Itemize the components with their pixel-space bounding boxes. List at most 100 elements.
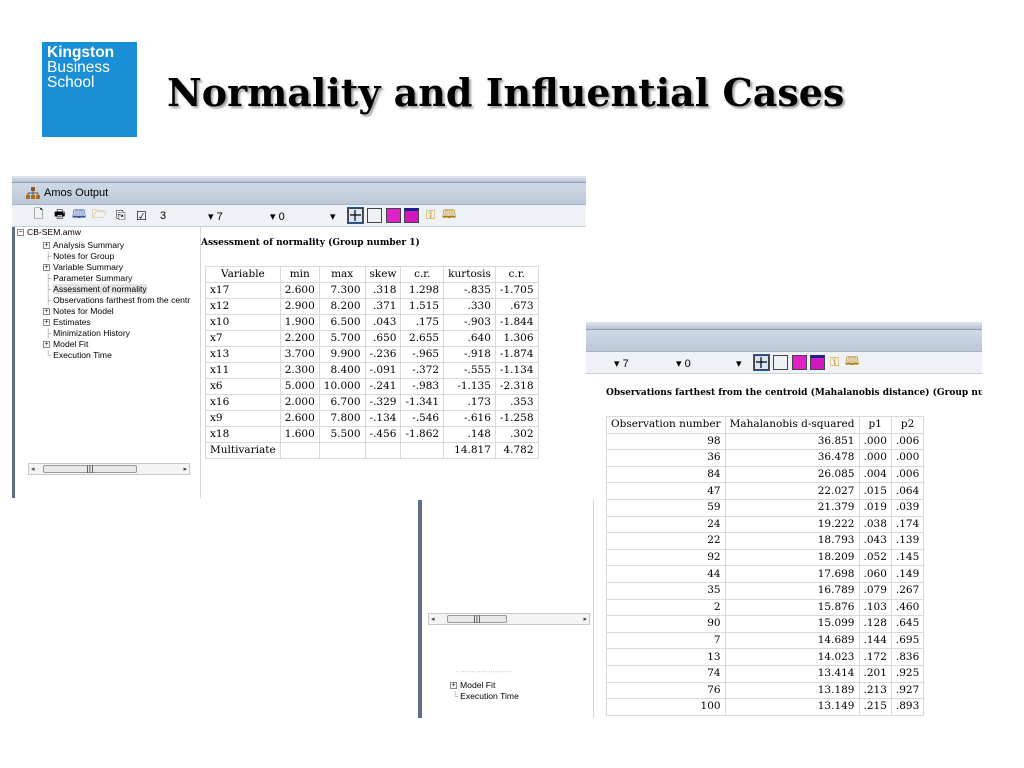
magenta-box-dark-icon[interactable] <box>810 355 825 370</box>
group-combo[interactable]: ▾ 7 <box>208 211 223 223</box>
options-icon[interactable]: ☑ <box>136 208 147 223</box>
amos-output-window: Amos Output 🗋 🖶 🕮 🗁 ⎘ ☑ 3 ▾ 7 ▾ 0 ▾ ⚿ 🕮 … <box>12 176 586 498</box>
tree-item-cut: ˙ ˙˙˙˙˙˙˙˙˙˙˙˙˙˙˙˙˙˙˙˙˙˙ <box>456 672 512 679</box>
collapse-icon[interactable]: − <box>17 229 24 236</box>
table-cell: .175 <box>400 314 445 331</box>
book-help-icon[interactable]: 🕮 <box>845 354 860 368</box>
open-folder-icon[interactable]: 🗁 <box>92 207 107 221</box>
print-icon[interactable]: 🖶 <box>54 207 66 221</box>
tree-item-parameter-summary[interactable]: ├ Parameter Summary <box>45 273 133 283</box>
tree-item-model-fit[interactable]: + Model Fit <box>43 339 88 350</box>
table-cell: 1.900 <box>279 314 320 331</box>
tree-item-minimization-history[interactable]: ├ Minimization History <box>45 328 130 338</box>
table-cell: 7 <box>606 631 726 650</box>
table-cell: .015 <box>858 482 892 500</box>
tree-item-assessment-of-normality[interactable]: ├ Assessment of normality <box>45 284 147 294</box>
table-cell: 2.000 <box>279 394 320 411</box>
scroll-left-icon[interactable]: ◂ <box>431 615 435 623</box>
table-cell: .004 <box>858 465 892 484</box>
table-cell: 3.700 <box>279 346 320 363</box>
tree-horizontal-scrollbar[interactable]: ◂ ||| ▸ <box>28 463 190 475</box>
table-cell: .267 <box>890 581 925 600</box>
tree-item-execution-time[interactable]: └ Execution Time <box>452 691 519 701</box>
tree-item-label: Notes for Group <box>53 251 115 261</box>
group-combo[interactable]: ▾ 7 <box>614 358 629 370</box>
tree-item-analysis-summary[interactable]: + Analysis Summary <box>43 240 124 251</box>
table-row: 22 18.793.043.139 <box>606 532 925 550</box>
help-icon[interactable]: ⚿ <box>830 355 840 369</box>
scroll-thumb[interactable]: ||| <box>447 615 507 623</box>
table-cell: .079 <box>858 581 892 600</box>
box-icon[interactable] <box>367 208 382 223</box>
table-cell: .174 <box>890 515 925 534</box>
table-cell: .836 <box>890 648 925 666</box>
expand-icon[interactable]: + <box>450 682 457 689</box>
table-row: x10 1.900 6.500.043.175 -.903 -1.844 <box>205 314 539 331</box>
table-cell: 90 <box>606 615 726 633</box>
table-cell: .052 <box>858 548 892 567</box>
tree-item-model-fit[interactable]: + Model Fit <box>450 680 495 691</box>
normality-table: Variable min max skew c.r. kurtosis c.r. x17 2.… <box>205 266 539 459</box>
tree-item-label: Variable Summary <box>53 262 124 272</box>
column-header: p1 <box>858 416 892 434</box>
table-cell: 1.306 <box>494 330 539 347</box>
scroll-right-icon[interactable]: ▸ <box>583 615 587 623</box>
table-cell: 15.876 <box>724 598 860 617</box>
table-cell: x10 <box>205 314 281 331</box>
expand-icon[interactable]: + <box>43 264 50 271</box>
table-cell: 13.414 <box>724 664 860 683</box>
window-left-rail <box>418 500 422 718</box>
expand-icon[interactable]: + <box>43 242 50 249</box>
dropdown-arrow-icon[interactable]: ▾ <box>736 358 742 370</box>
table-cell: .000 <box>858 432 892 451</box>
table-cell: .060 <box>858 565 892 583</box>
expand-icon[interactable]: + <box>43 341 50 348</box>
tree-item-observations-farthest[interactable]: ├ Observations farthest from the centr <box>45 295 191 305</box>
mahalanobis-window: ▾ 7 ▾ 0 ▾ ⚿ 🕮 ˙ ˙˙˙˙˙˙˙˙˙˙˙˙˙˙˙˙˙˙˙˙˙˙ +… <box>418 322 982 718</box>
help-icon[interactable]: ⚿ <box>426 208 436 222</box>
column-header: kurtosis <box>443 266 496 283</box>
decimals-value[interactable]: 3 <box>160 210 167 222</box>
column-header: max <box>318 266 366 283</box>
table-row: x11 2.300 8.400 -.091 -.372 -.555 -1.134 <box>205 362 539 379</box>
tree-horizontal-scrollbar[interactable]: ◂ ||| ▸ <box>428 613 590 625</box>
dropdown-arrow-icon[interactable]: ▾ <box>330 211 336 223</box>
copy-icon[interactable]: ⎘ <box>116 208 126 222</box>
tree-item-estimates[interactable]: + Estimates <box>43 317 91 328</box>
magenta-box-icon[interactable] <box>792 355 807 370</box>
table-cell: 18.209 <box>724 548 860 567</box>
table-row: 100 13.149.215.893 <box>606 698 925 716</box>
tree-root[interactable]: − CB-SEM.amw <box>17 227 81 238</box>
scroll-left-icon[interactable]: ◂ <box>31 465 35 473</box>
table-cell: x17 <box>205 282 281 299</box>
tree-icon[interactable] <box>347 207 364 224</box>
box-icon[interactable] <box>773 355 788 370</box>
tree-item-variable-summary[interactable]: + Variable Summary <box>43 262 123 273</box>
magenta-box-icon[interactable] <box>386 208 401 223</box>
tree-item-notes-for-group[interactable]: ├ Notes for Group <box>45 251 115 261</box>
table-cell: 14.023 <box>724 648 860 666</box>
table-row: x13 3.700 9.900 -.236 -.965 -.918 -1.874 <box>205 346 539 363</box>
book-icon[interactable]: 🕮 <box>72 207 87 221</box>
model-combo[interactable]: ▾ 0 <box>676 358 691 370</box>
model-combo[interactable]: ▾ 0 <box>270 211 285 223</box>
expand-icon[interactable]: + <box>43 319 50 326</box>
expand-icon[interactable]: + <box>43 308 50 315</box>
table-cell: .640 <box>443 330 496 347</box>
scroll-right-icon[interactable]: ▸ <box>183 465 187 473</box>
tree-item-execution-time[interactable]: └ Execution Time <box>45 350 112 360</box>
scroll-thumb[interactable]: ||| <box>43 465 137 473</box>
table-cell: .148 <box>443 426 496 443</box>
tree-item-notes-for-model[interactable]: + Notes for Model <box>43 306 114 317</box>
print-preview-icon[interactable]: 🗋 <box>34 207 44 221</box>
tree-item-label: Observations farthest from the centr <box>53 295 191 305</box>
table-cell: .000 <box>858 449 892 467</box>
table-cell: 2 <box>606 598 726 617</box>
table-cell: -1.135 <box>443 378 496 395</box>
magenta-box-dark-icon[interactable] <box>404 208 419 223</box>
tree-icon[interactable] <box>753 354 770 371</box>
mahalanobis-heading: Observations farthest from the centroid … <box>606 388 982 398</box>
table-cell <box>318 442 366 459</box>
table-cell: 2.600 <box>279 410 320 427</box>
book-help-icon[interactable]: 🕮 <box>442 207 457 221</box>
